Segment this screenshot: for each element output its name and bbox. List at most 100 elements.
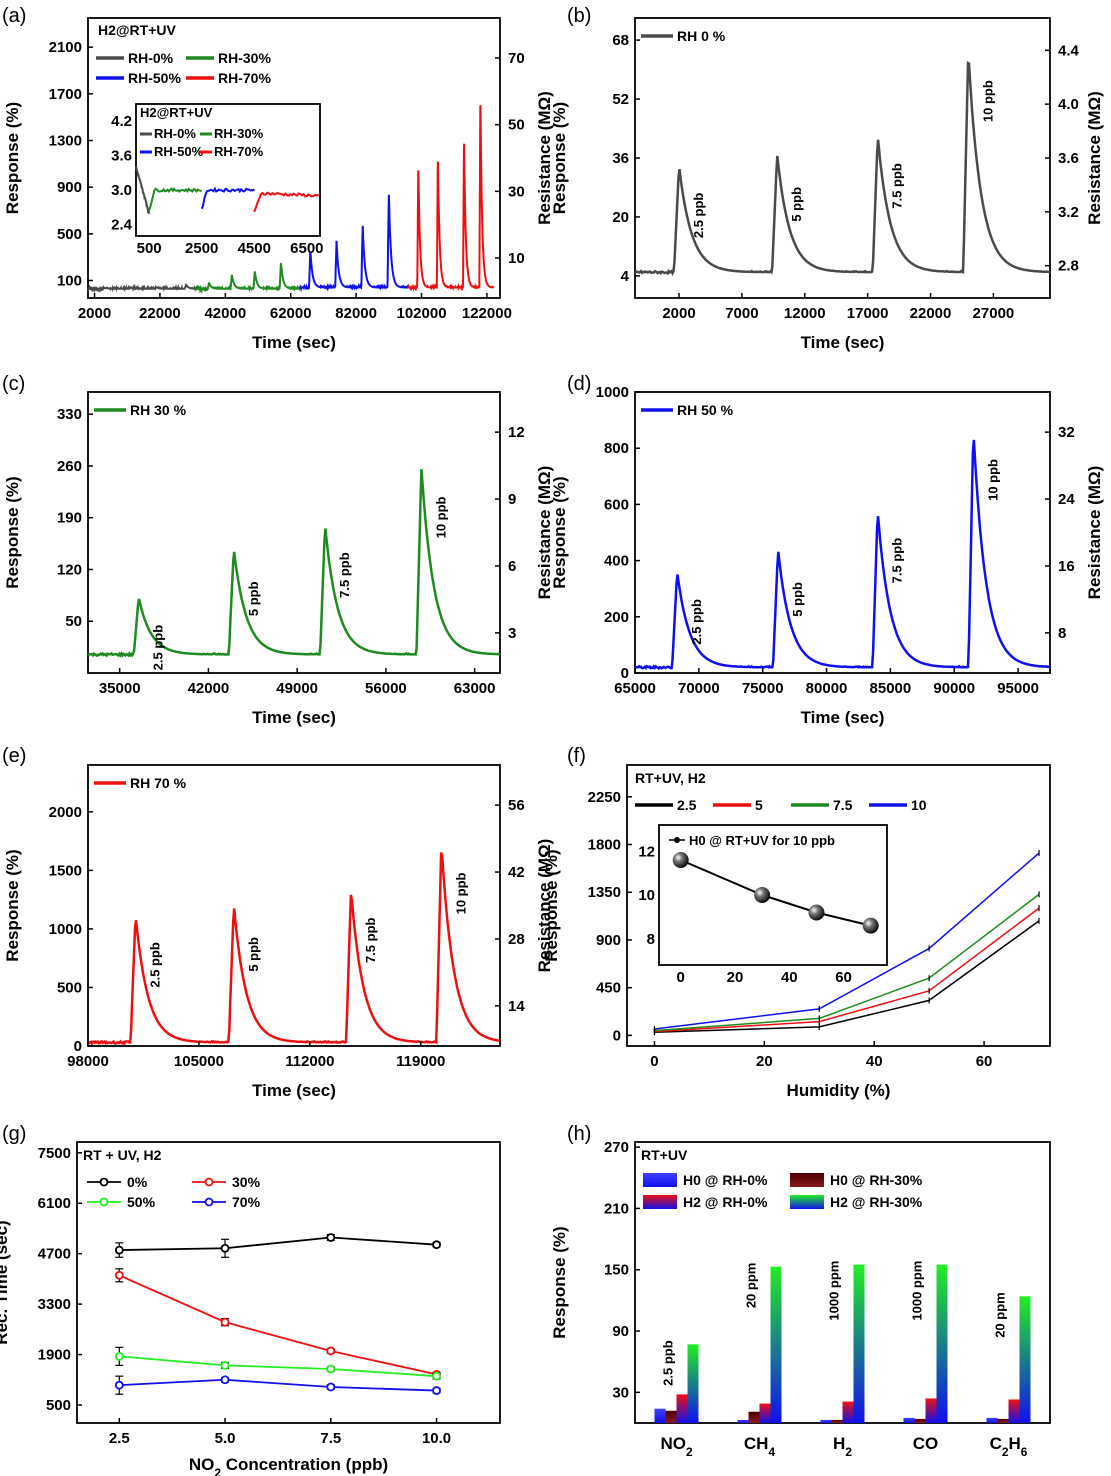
y-tick-label-d: 1000 [596, 384, 629, 401]
x-tick-label-d: 70000 [678, 680, 720, 697]
series-line-f-2.5 [654, 920, 1040, 1033]
legend-item-c: RH 30 % [130, 402, 187, 418]
plot-frame-f [626, 764, 1051, 1047]
category-label-h: CO [913, 1434, 939, 1453]
data-point-g [432, 1386, 441, 1395]
inset-legend-item-a: RH-30% [214, 126, 264, 141]
plot-frame-b [634, 17, 1051, 299]
x-tick-label-f: 0 [650, 1053, 658, 1070]
peak-annotation-e: 10 ppb [453, 872, 468, 914]
y-tick-label-e: 1500 [49, 862, 82, 879]
bar-NO2-0 [654, 1408, 666, 1423]
peak-annotation-b: 7.5 ppb [890, 163, 905, 209]
bar-C2H6-0 [986, 1417, 998, 1423]
data-point-g [220, 1375, 230, 1385]
legend-item-g: 70% [232, 1194, 261, 1210]
inset-frame-a [135, 103, 321, 237]
series-line-d [634, 439, 1051, 671]
x-tick-label-e: 112000 [285, 1053, 334, 1070]
peak-annotation-c: 7.5 ppb [337, 552, 352, 598]
legend-item-a: RH-30% [218, 50, 271, 66]
panel-label-a: (a) [2, 5, 26, 27]
inset-series-line-RH-0% [135, 165, 151, 214]
x-axis-label-b: Time (sec) [801, 333, 885, 352]
y2-axis-label-b: Resistance (MΩ) [1085, 91, 1104, 225]
inset-y-tick-label-a: 3.6 [111, 148, 132, 165]
series-line-c [87, 469, 500, 658]
y-tick-label-h: 270 [604, 1139, 629, 1156]
inset-legend-item-a: RH-0% [154, 126, 196, 141]
x-axis-label-e: Time (sec) [252, 1081, 336, 1100]
inset-legend-item-a: RH-70% [214, 144, 264, 159]
y-axis-label-b: Response (%) [550, 102, 569, 214]
data-point-g [114, 1245, 124, 1255]
bar-H2-2 [842, 1401, 854, 1423]
y2-tick-label-e: 14 [508, 998, 525, 1015]
legend-marker-g [99, 1177, 109, 1187]
bar-CO-1 [914, 1418, 926, 1423]
plot-frame-a [87, 17, 501, 299]
x-tick-label-f: 60 [976, 1053, 993, 1070]
bar-annotation-h: 2.5 ppb [661, 1340, 676, 1386]
peak-annotation-d: 10 ppb [985, 459, 1000, 501]
legend-swatch-h [643, 1173, 677, 1187]
y-tick-label-b: 52 [612, 91, 629, 108]
y2-tick-label-d: 32 [1058, 424, 1075, 441]
y-tick-label-g: 500 [46, 1397, 71, 1414]
plot-frame-d [634, 391, 1051, 674]
y2-axis-label-e: Resistance (MΩ) [535, 839, 554, 973]
panel-label-d: (d) [567, 373, 591, 395]
bar-H2-1 [831, 1419, 843, 1423]
legend-swatch-h [790, 1173, 824, 1187]
y-tick-label-h: 210 [604, 1200, 629, 1217]
y-axis-label-a: Response (%) [3, 102, 22, 214]
series-line-f-10 [654, 852, 1040, 1030]
y2-tick-label-b: 4.4 [1058, 42, 1080, 59]
y-tick-label-h: 90 [612, 1323, 629, 1340]
y2-tick-label-b: 2.8 [1058, 258, 1079, 275]
inset-series-line-RH-70% [253, 191, 321, 213]
y-tick-label-c: 120 [57, 561, 82, 578]
series-line-e [87, 852, 501, 1047]
inset-x-tick-label-f: 20 [727, 969, 744, 986]
y2-tick-label-a: 10 [508, 250, 525, 267]
y-tick-label-f: 0 [613, 1027, 621, 1044]
inset-data-point-f [672, 852, 689, 868]
x-tick-label-c: 49000 [276, 680, 318, 697]
inset-x-tick-label-f: 60 [835, 969, 852, 986]
x-tick-label-d: 85000 [870, 680, 912, 697]
x-tick-label-c: 56000 [365, 680, 407, 697]
y-tick-label-f: 2250 [588, 789, 621, 806]
bar-CO-0 [903, 1417, 915, 1423]
y-tick-label-b: 4 [621, 268, 630, 285]
y2-tick-label-b: 3.2 [1058, 204, 1079, 221]
inset-data-point-f [808, 904, 825, 921]
y2-tick-label-d: 16 [1058, 558, 1075, 575]
plot-frame-c [87, 391, 501, 674]
inset-y-tick-label-a: 4.2 [111, 113, 132, 130]
series-line-RH-70% [407, 105, 495, 292]
legend-swatch-h [643, 1195, 677, 1209]
series-line-g-70% [119, 1378, 437, 1392]
chart-title-f: RT+UV, H2 [635, 770, 706, 786]
y-tick-label-a: 1300 [49, 133, 82, 150]
inset-y-tick-label-a: 2.4 [111, 217, 133, 234]
inset-series-line-f [680, 859, 871, 927]
y-tick-label-c: 190 [57, 510, 82, 527]
y2-tick-label-e: 56 [508, 797, 525, 814]
x-tick-label-c: 63000 [454, 680, 496, 697]
legend-item-b: RH 0 % [677, 28, 726, 44]
y2-tick-label-e: 28 [508, 931, 525, 948]
panel-label-f: (f) [567, 745, 586, 767]
panel-label-c: (c) [2, 373, 25, 395]
peak-annotation-d: 5 ppb [790, 582, 805, 617]
peak-annotation-c: 2.5 ppb [151, 625, 166, 671]
inset-x-tick-label-f: 40 [781, 969, 798, 986]
x-axis-label-f: Humidity (%) [787, 1081, 891, 1100]
data-point-g [326, 1364, 336, 1374]
peak-annotation-b: 2.5 ppb [691, 193, 706, 239]
x-tick-label-f: 20 [756, 1053, 773, 1070]
y-axis-label-e: Response (%) [3, 849, 22, 961]
y2-tick-label-c: 9 [508, 491, 516, 508]
y2-axis-label-d: Resistance (MΩ) [1085, 466, 1104, 600]
